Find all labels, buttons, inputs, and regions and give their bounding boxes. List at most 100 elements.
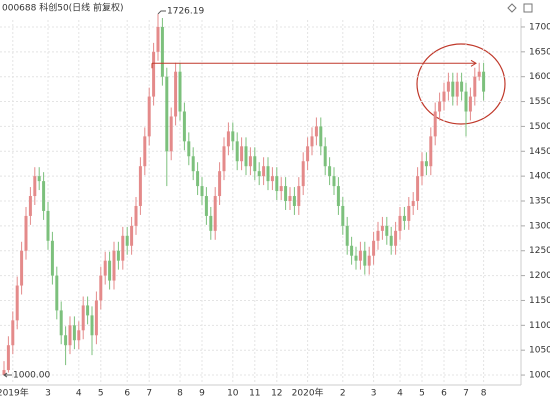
candle-body: [301, 161, 305, 187]
candle-body: [94, 300, 98, 336]
icon-diamond[interactable]: [507, 3, 517, 13]
candle-body: [275, 176, 279, 192]
candle-body: [411, 201, 415, 206]
x-tick-label: 8: [177, 389, 183, 399]
x-tick-label: 4: [76, 389, 82, 399]
candle-body: [398, 215, 402, 231]
candle-body: [420, 161, 424, 177]
candle-body: [270, 176, 274, 182]
y-tick-label: 1100: [529, 321, 550, 331]
candle-body: [292, 196, 296, 206]
x-tick-label: 6: [441, 389, 447, 399]
x-tick-label: 5: [419, 389, 425, 399]
candle-body: [174, 71, 178, 117]
candle-body: [240, 146, 244, 162]
x-tick-label: 10: [227, 389, 239, 399]
candle-body: [372, 240, 376, 256]
candle-body: [257, 171, 261, 177]
candle-body: [288, 196, 292, 202]
candle-body: [222, 146, 226, 172]
max-leader: [157, 10, 166, 15]
candle-body: [231, 131, 235, 142]
candle-body: [464, 91, 468, 112]
x-tick-label: 2020年: [292, 387, 324, 399]
candle-body: [138, 166, 142, 206]
candle-body: [24, 215, 28, 251]
candle-body: [116, 250, 120, 261]
x-tick-label: 11: [249, 389, 260, 399]
x-tick-label: 2019年: [0, 387, 29, 399]
candle-body: [244, 146, 248, 167]
y-tick-label: 1550: [529, 97, 550, 107]
candle-body: [46, 210, 50, 241]
candle-body: [253, 156, 257, 172]
min-label: 1000.00: [13, 371, 50, 381]
x-tick-label: 3: [45, 389, 51, 399]
y-tick-label: 1700: [529, 22, 550, 32]
candle-body: [213, 196, 217, 231]
candle-body: [72, 325, 76, 341]
candle-body: [108, 260, 112, 281]
candle-body: [407, 205, 411, 221]
candle-body: [178, 71, 182, 112]
candle-body: [134, 205, 138, 226]
candle-body: [314, 126, 318, 137]
candle-body: [433, 111, 437, 137]
candle-body: [402, 215, 406, 221]
min-arrow: [3, 372, 12, 378]
candle-body: [416, 176, 420, 202]
x-tick-label: 7: [463, 389, 469, 399]
candle-body: [42, 181, 46, 211]
candle-body: [235, 141, 239, 162]
candle-body: [477, 71, 481, 77]
candle-body: [266, 166, 270, 182]
candle-body: [482, 71, 486, 92]
candle-body: [442, 91, 446, 102]
candle-body: [196, 171, 200, 187]
candle-body: [2, 370, 6, 376]
candle-body: [15, 285, 19, 321]
candle-body: [341, 205, 345, 226]
candle-body: [28, 196, 32, 216]
highlight-ellipse: [416, 43, 506, 125]
y-tick-label: 1300: [529, 221, 550, 231]
max-label: 1726.19: [167, 6, 204, 16]
icon-window[interactable]: [523, 3, 533, 13]
candle-body: [319, 126, 323, 147]
candle-body: [424, 161, 428, 167]
candle-body: [376, 230, 380, 241]
candle-body: [130, 225, 134, 246]
candle-body: [187, 141, 191, 157]
candle-body: [380, 225, 384, 231]
x-tick-label: 12: [271, 389, 282, 399]
candle-body: [394, 230, 398, 246]
candle-body: [33, 176, 37, 197]
candle-body: [455, 81, 459, 97]
y-tick-label: 1350: [529, 197, 550, 207]
candle-body: [262, 166, 266, 177]
y-tick-label: 1450: [529, 147, 550, 157]
candle-body: [11, 320, 15, 346]
y-tick-label: 1000: [529, 371, 550, 381]
candle-body: [99, 275, 103, 301]
y-tick-label: 1250: [529, 246, 550, 256]
x-tick-label: 8: [481, 389, 487, 399]
x-tick-label: 3: [371, 389, 377, 399]
candle-body: [6, 345, 10, 371]
candle-body: [429, 136, 433, 167]
x-tick-label: 6: [124, 389, 130, 399]
candle-body: [306, 146, 310, 162]
candle-body: [460, 81, 464, 92]
candle-body: [345, 225, 349, 246]
y-tick-label: 1500: [529, 122, 550, 132]
candle-body: [209, 215, 213, 231]
candle-body: [328, 166, 332, 177]
candle-body: [112, 250, 116, 281]
candle-body: [336, 186, 340, 206]
candle-body: [446, 81, 450, 92]
candle-body: [191, 156, 195, 172]
candle-body: [279, 186, 283, 192]
candle-body: [200, 186, 204, 197]
candle-body: [354, 255, 358, 261]
